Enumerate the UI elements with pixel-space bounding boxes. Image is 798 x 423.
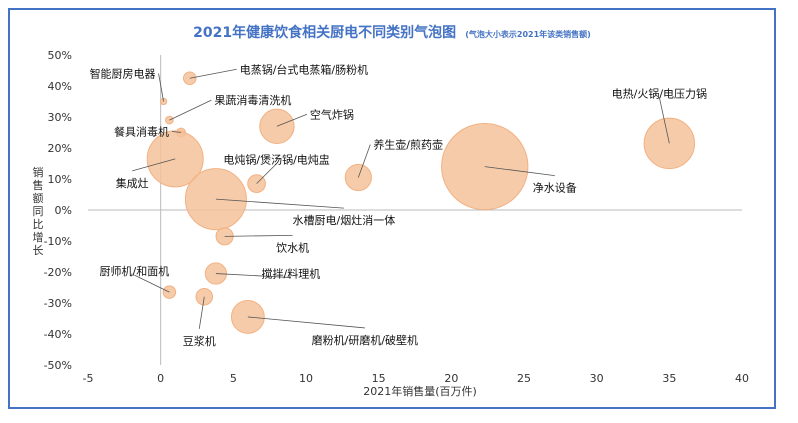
bubble-4 <box>259 108 295 144</box>
y-axis-title: 销售额同比增长 <box>33 165 44 257</box>
bubble-label-4: 空气炸锅 <box>310 107 354 121</box>
x-tick-label-8: 35 <box>662 372 676 385</box>
bubble-6 <box>344 163 372 192</box>
y-tick-label-1: -40% <box>44 328 72 341</box>
bubble-label-5: 电热/火锅/电压力锅 <box>612 87 707 100</box>
bubble-label-0: 智能厨房电器 <box>90 67 156 81</box>
leader-line-2 <box>169 99 212 121</box>
x-tick-label-6: 25 <box>517 372 531 385</box>
x-tick-label-0: -5 <box>83 372 94 385</box>
svg-text:2021年健康饮食相关厨电不同类别气泡图 (气泡: 2021年健康饮食相关厨电不同类别气泡图 (气泡大小表示2021年该类销售额) <box>193 22 591 41</box>
bubble-5 <box>643 117 696 170</box>
bubble-13 <box>162 285 177 299</box>
leader-line-11 <box>224 234 293 237</box>
x-tick-label-1: 0 <box>157 372 164 385</box>
leader-line-4 <box>276 113 308 127</box>
bubble-label-9: 净水设备 <box>533 181 577 195</box>
bubble-label-12: 搅拌/料理机 <box>262 267 321 281</box>
x-tick-label-2: 5 <box>230 372 237 385</box>
bubble-label-10: 水槽厨电/烟灶消一体 <box>293 213 396 227</box>
y-tick-label-4: -10% <box>44 235 72 248</box>
bubble-label-8: 集成灶 <box>116 176 149 190</box>
bubble-chart: 2021年健康饮食相关厨电不同类别气泡图 (气泡大小表示2021年该类销售额) … <box>33 22 750 398</box>
y-tick-label-6: 10% <box>48 173 72 186</box>
bubble-label-14: 豆浆机 <box>183 334 216 348</box>
leader-line-3 <box>171 131 182 133</box>
leader-line-5 <box>658 97 670 144</box>
y-tick-label-5: 0% <box>55 204 72 217</box>
y-tick-label-2: -30% <box>44 297 72 310</box>
x-tick-label-3: 10 <box>299 372 313 385</box>
x-tick-label-4: 15 <box>372 372 386 385</box>
leader-line-1 <box>189 68 237 79</box>
bubble-label-1: 电蒸锅/台式电蒸箱/肠粉机 <box>240 62 368 76</box>
bubble-label-6: 养生壶/煎药壶 <box>373 137 443 151</box>
bubbles <box>146 71 696 334</box>
bubble-label-15: 磨粉机/研磨机/破壁机 <box>312 333 418 347</box>
x-tick-label-7: 30 <box>590 372 604 385</box>
leader-line-9 <box>484 166 555 176</box>
x-tick-label-5: 20 <box>444 372 458 385</box>
y-tick-label-3: -20% <box>44 266 72 279</box>
bubble-label-13: 厨师机/和面机 <box>100 264 170 278</box>
leader-line-12 <box>215 273 291 278</box>
x-axis-title: 2021年销售量(百万件) <box>363 384 477 398</box>
leader-line-13 <box>134 274 170 293</box>
bubble-label-2: 果蔬消毒清洗机 <box>214 93 291 107</box>
y-tick-label-9: 40% <box>48 80 72 93</box>
leader-line-15 <box>247 316 365 329</box>
leader-line-7 <box>256 163 277 184</box>
bubble-label-7: 电炖锅/煲汤锅/电炖盅 <box>223 153 329 167</box>
chart-subtitle: (气泡大小表示2021年该类销售额) <box>465 29 591 39</box>
leader-line-0 <box>158 73 164 102</box>
x-tick-label-9: 40 <box>735 372 749 385</box>
leader-line-8 <box>132 158 176 172</box>
bubble-label-3: 餐具消毒机 <box>114 125 169 139</box>
chart-frame: 2021年健康饮食相关厨电不同类别气泡图 (气泡大小表示2021年该类销售额) … <box>8 8 776 409</box>
chart-title: 2021年健康饮食相关厨电不同类别气泡图 <box>193 24 456 41</box>
y-tick-label-7: 20% <box>48 142 72 155</box>
bubble-10 <box>184 168 247 231</box>
leader-line-6 <box>357 144 371 178</box>
y-tick-label-8: 30% <box>48 111 72 124</box>
bubble-label-11: 饮水机 <box>276 240 309 254</box>
y-tick-label-10: 50% <box>48 49 72 62</box>
leader-line-10 <box>215 198 344 209</box>
axes: -5 0 5 10 15 20 25 30 35 40 -50% -40% -30% -20% -10% 0%… <box>44 49 749 385</box>
y-tick-label-0: -50% <box>44 359 72 372</box>
leader-line-14 <box>198 296 205 329</box>
